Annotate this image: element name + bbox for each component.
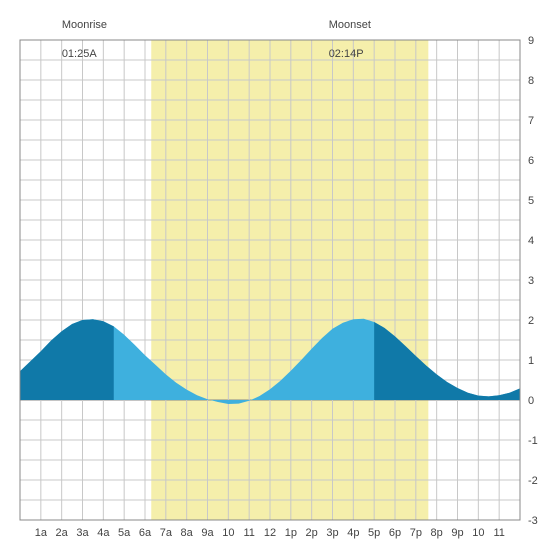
x-tick-label: 5p [368, 527, 380, 539]
x-tick-label: 12 [264, 527, 276, 539]
x-tick-label: 6a [139, 527, 152, 539]
x-tick-label: 6p [389, 527, 401, 539]
y-tick-label: 9 [528, 35, 534, 47]
x-tick-label: 2a [56, 527, 69, 539]
x-tick-label: 9p [451, 527, 463, 539]
y-tick-label: 0 [528, 395, 534, 407]
x-tick-label: 8p [431, 527, 443, 539]
chart-svg: -3-2-101234567891a2a3a4a5a6a7a8a9a101112… [0, 0, 550, 550]
moonset-label-block: Moonset 02:14P [316, 4, 370, 75]
x-tick-label: 1p [285, 527, 297, 539]
x-tick-label: 7a [160, 527, 173, 539]
x-tick-label: 5a [118, 527, 131, 539]
x-tick-label: 11 [243, 527, 254, 539]
y-tick-label: -3 [528, 515, 538, 527]
moonrise-time: 01:25A [62, 48, 97, 60]
y-tick-label: 7 [528, 115, 534, 127]
x-tick-label: 9a [201, 527, 214, 539]
x-tick-label: 1a [35, 527, 48, 539]
moonrise-label: Moonrise [62, 19, 107, 31]
x-tick-label: 10 [222, 527, 234, 539]
x-tick-label: 7p [410, 527, 422, 539]
y-tick-label: 4 [528, 235, 534, 247]
x-tick-label: 3p [326, 527, 338, 539]
y-tick-label: 6 [528, 155, 534, 167]
x-tick-label: 4a [97, 527, 110, 539]
tide-chart: Moonrise 01:25A Moonset 02:14P -3-2-1012… [0, 0, 550, 550]
moonrise-label-block: Moonrise 01:25A [50, 4, 107, 75]
x-tick-label: 11 [493, 527, 504, 539]
x-tick-label: 3a [76, 527, 89, 539]
y-tick-label: -1 [528, 435, 538, 447]
y-tick-label: -2 [528, 475, 538, 487]
tide-area-dark-0 [20, 319, 114, 400]
y-tick-label: 1 [528, 355, 534, 367]
moonset-label: Moonset [329, 19, 371, 31]
moonset-time: 02:14P [329, 48, 364, 60]
y-tick-label: 8 [528, 75, 534, 87]
x-tick-label: 8a [181, 527, 194, 539]
x-tick-label: 10 [472, 527, 484, 539]
x-tick-label: 4p [347, 527, 359, 539]
y-tick-label: 2 [528, 315, 534, 327]
y-tick-label: 3 [528, 275, 534, 287]
y-tick-label: 5 [528, 195, 534, 207]
grid [20, 40, 520, 520]
x-tick-label: 2p [306, 527, 318, 539]
